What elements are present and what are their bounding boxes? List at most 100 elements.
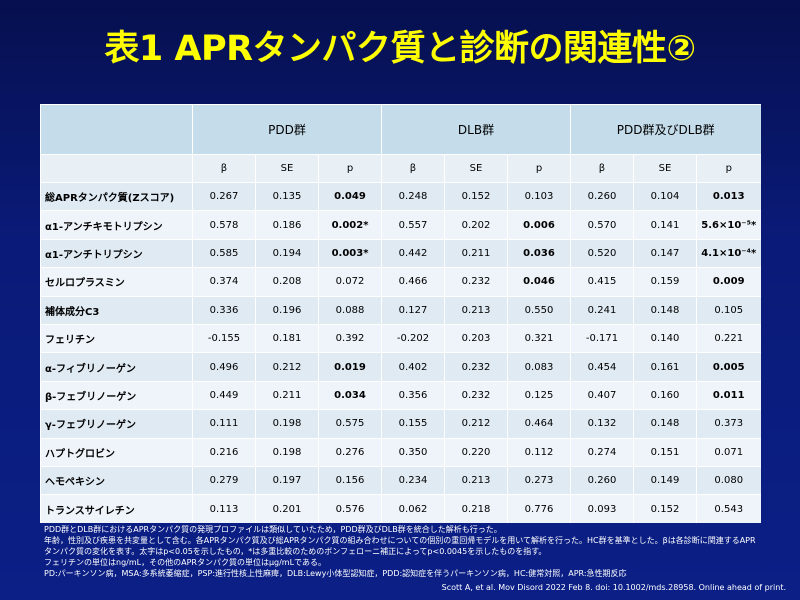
table-cell: 0.036 (507, 238, 571, 268)
table-cell: 0.543 (696, 494, 761, 524)
table-cell: 0.415 (570, 267, 634, 297)
row-label: γ-フェブリノーゲン (40, 409, 193, 439)
group-header-combined: PDD群及びDLB群 (570, 104, 761, 155)
table-cell: 0.321 (507, 323, 571, 353)
footnote-1: PDD群とDLB群におけるAPRタンパク質の発現プロファイルは類似していたため，… (44, 525, 502, 534)
table-cell: 0.232 (444, 267, 508, 297)
table-cell: 0.336 (192, 295, 256, 325)
table-cell: 0.213 (444, 465, 508, 495)
table-cell: 0.570 (570, 210, 634, 240)
table-cell: 0.356 (381, 380, 445, 410)
table-cell: 0.159 (633, 267, 697, 297)
table-cell: 0.197 (255, 465, 319, 495)
table-row: β-フェブリノーゲン 0.449 0.211 0.034 0.356 0.232 0.125… (40, 380, 761, 410)
table-cell: 0.221 (696, 323, 761, 353)
subheader-0: β (192, 154, 256, 183)
table-cell: 0.186 (255, 210, 319, 240)
table-cell: 0.216 (192, 437, 256, 467)
subheader-8: p (696, 154, 761, 183)
group-header-dlb: DLB群 (381, 104, 571, 155)
subheader-2: p (318, 154, 382, 183)
row-label: ハプトグロビン (40, 437, 193, 467)
table-row: 総APRタンパク質(Zスコア) 0.267 0.135 0.049 0.248 0.152… (40, 181, 761, 211)
header-corner (40, 104, 193, 155)
table-row: α1-アンチトリプシン 0.585 0.194 0.003* 0.442 0.211 0.0… (40, 238, 761, 268)
table-cell: 0.232 (444, 380, 508, 410)
table-cell: 0.576 (318, 494, 382, 524)
table-cell: 0.083 (507, 352, 571, 382)
table-cell: 0.111 (192, 409, 256, 439)
citation: Scott A, et al. Mov Disord 2022 Feb 8. d… (441, 583, 786, 592)
subheader-corner (40, 154, 193, 183)
table-cell: 0.496 (192, 352, 256, 382)
table-cell: 0.234 (381, 465, 445, 495)
table-cell: 0.218 (444, 494, 508, 524)
row-label: セルロプラスミン (40, 267, 193, 297)
table-cell: 0.211 (444, 238, 508, 268)
table-cell: 0.220 (444, 437, 508, 467)
table-cell: 0.213 (444, 295, 508, 325)
apr-table: PDD群 DLB群 PDD群及びDLB群 β SE p β SE p β SE p 総APRタン… (40, 104, 761, 524)
subheader-5: p (507, 154, 571, 183)
table-cell: 0.260 (570, 181, 634, 211)
table-cell: 0.151 (633, 437, 697, 467)
table-cell: 0.198 (255, 409, 319, 439)
table-cell: 0.127 (381, 295, 445, 325)
table-cell: 0.585 (192, 238, 256, 268)
row-label: ヘモペキシン (40, 465, 193, 495)
table-cell: 0.407 (570, 380, 634, 410)
table-cell: 0.104 (633, 181, 697, 211)
table-row: セルロプラスミン 0.374 0.208 0.072 0.466 0.232 0.046 0.… (40, 267, 761, 297)
table-cell: 0.449 (192, 380, 256, 410)
table-cell: 0.274 (570, 437, 634, 467)
table-cell: 0.148 (633, 295, 697, 325)
row-label: α1-アンチキモトリプシン (40, 210, 193, 240)
table-row: γ-フェブリノーゲン 0.111 0.198 0.575 0.155 0.212 0.464… (40, 409, 761, 439)
subheader-3: β (381, 154, 445, 183)
table-cell: 0.248 (381, 181, 445, 211)
table-cell: 0.374 (192, 267, 256, 297)
table-cell: 0.208 (255, 267, 319, 297)
table-cell: 0.093 (570, 494, 634, 524)
footnotes: PDD群とDLB群におけるAPRタンパク質の発現プロファイルは類似していたため，… (44, 524, 760, 579)
table-cell: 0.276 (318, 437, 382, 467)
subheader-4: SE (444, 154, 508, 183)
table-row: フェリチン -0.155 0.181 0.392 -0.202 0.203 0.321 -0.… (40, 323, 761, 353)
table-cell: 0.071 (696, 437, 761, 467)
row-label: フェリチン (40, 323, 193, 353)
table-cell: 0.005 (696, 352, 761, 382)
table-cell: 0.155 (381, 409, 445, 439)
table-cell: -0.202 (381, 323, 445, 353)
table-cell: 0.105 (696, 295, 761, 325)
table-cell: 0.049 (318, 181, 382, 211)
table-cell: 0.125 (507, 380, 571, 410)
subheader-6: β (570, 154, 634, 183)
table-cell: 0.003* (318, 238, 382, 268)
subheader-7: SE (633, 154, 697, 183)
table-cell: 0.002* (318, 210, 382, 240)
row-label: α1-アンチトリプシン (40, 238, 193, 268)
table-cell: 0.466 (381, 267, 445, 297)
table-cell: 0.557 (381, 210, 445, 240)
table-row: α-フィブリノーゲン 0.496 0.212 0.019 0.402 0.232 0.083… (40, 352, 761, 382)
table-cell: 0.147 (633, 238, 697, 268)
table-cell: 0.211 (255, 380, 319, 410)
slide-title: 表1 APRタンパク質と診断の関連性② (104, 29, 696, 69)
table-cell: 0.009 (696, 267, 761, 297)
table-cell: 0.080 (696, 465, 761, 495)
table-cell: 0.464 (507, 409, 571, 439)
table-cell: 0.013 (696, 181, 761, 211)
table-cell: 0.011 (696, 380, 761, 410)
table-row: トランスサイレチン 0.113 0.201 0.576 0.062 0.218 0.776 0… (40, 494, 761, 524)
table-cell: 0.241 (570, 295, 634, 325)
table-row: α1-アンチキモトリプシン 0.578 0.186 0.002* 0.557 0.202 0… (40, 210, 761, 240)
table-row: ハプトグロビン 0.216 0.198 0.276 0.350 0.220 0.112 0.2… (40, 437, 761, 467)
table-cell: 0.392 (318, 323, 382, 353)
table-cell: 0.550 (507, 295, 571, 325)
table-cell: 0.578 (192, 210, 256, 240)
table-cell: 0.194 (255, 238, 319, 268)
table-cell: -0.155 (192, 323, 256, 353)
results-table: PDD群 DLB群 PDD群及びDLB群 β SE p β SE p β SE p 総APRタン… (40, 104, 761, 524)
table-cell: -0.171 (570, 323, 634, 353)
subheader-1: SE (255, 154, 319, 183)
